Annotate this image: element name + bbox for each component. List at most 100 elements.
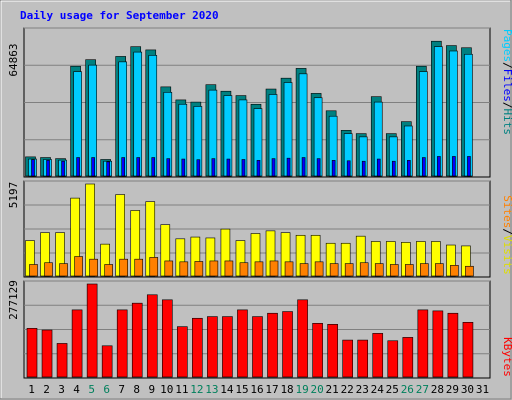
files-bar-27 <box>422 157 426 177</box>
files-bar-9 <box>151 157 156 177</box>
x-tick-label-26: 26 <box>401 383 414 396</box>
sites-bar-16 <box>254 261 264 277</box>
kbytes-bar-28 <box>432 310 444 378</box>
sites-bar-3 <box>59 263 68 277</box>
x-axis-labels: 1 2 3 4 5 6 7 8 9 10 11 12 13 14 15 16 17 18 19 20 21 22 23 24 2… <box>28 383 489 396</box>
legend-sep-2: / <box>501 102 512 109</box>
sites-bar-5 <box>89 258 98 277</box>
kbytes-bar-17 <box>267 312 278 378</box>
sites-bar-28 <box>435 263 444 277</box>
x-tick-label-29: 29 <box>446 383 459 396</box>
kbytes-bar-13 <box>207 316 218 378</box>
hits-y-tick-label: 64863 <box>7 43 20 76</box>
kbytes-bar-30 <box>462 321 474 378</box>
x-tick-label-13: 13 <box>205 383 218 396</box>
legend-sep-3: / <box>501 228 512 235</box>
sites-bar-2 <box>44 262 53 277</box>
sites-bar-10 <box>164 260 174 277</box>
sites-bar-30 <box>465 265 474 277</box>
x-tick-label-3: 3 <box>58 383 65 396</box>
files-bar-28 <box>437 156 441 177</box>
kbytes-bar-26 <box>402 337 414 378</box>
files-bar-26 <box>407 160 411 177</box>
kbytes-bar-3 <box>56 343 68 378</box>
sites-bar-13 <box>209 260 219 277</box>
x-tick-label-6: 6 <box>103 383 110 396</box>
legend-pages: Pages <box>501 29 512 62</box>
files-bar-16 <box>256 160 261 177</box>
x-tick-label-16: 16 <box>250 383 263 396</box>
hits-panel <box>23 27 491 178</box>
x-tick-label-20: 20 <box>311 383 324 396</box>
x-tick-label-25: 25 <box>386 383 399 396</box>
files-bar-18 <box>286 157 291 177</box>
legend-sep-1: / <box>501 62 512 69</box>
x-tick-label-30: 30 <box>461 383 474 396</box>
x-tick-label-2: 2 <box>43 383 50 396</box>
files-bar-1 <box>31 159 35 177</box>
visits-panel <box>23 180 491 278</box>
x-tick-label-9: 9 <box>148 383 155 396</box>
sites-bar-29 <box>450 265 459 277</box>
files-bar-3 <box>61 160 65 177</box>
sites-bar-27 <box>420 263 429 277</box>
files-bar-13 <box>211 158 216 177</box>
files-bar-8 <box>136 157 141 177</box>
files-bar-29 <box>452 156 456 177</box>
x-tick-label-8: 8 <box>133 383 140 396</box>
files-bar-23 <box>361 160 366 177</box>
x-tick-label-23: 23 <box>356 383 369 396</box>
files-bar-12 <box>196 159 201 177</box>
legend-sites: Sites <box>501 195 512 228</box>
x-tick-label-10: 10 <box>160 383 173 396</box>
files-bar-22 <box>346 160 351 177</box>
legend-hits: Hits <box>501 109 512 136</box>
kbytes-bar-18 <box>282 311 293 378</box>
sites-bar-11 <box>179 261 189 277</box>
x-tick-label-7: 7 <box>118 383 125 396</box>
chart-title: Daily usage for September 2020 <box>20 9 219 22</box>
visits-y-tick-label: 5197 <box>7 182 20 209</box>
sites-bar-8 <box>134 258 144 277</box>
x-tick-label-14: 14 <box>220 383 234 396</box>
kbytes-bar-5 <box>86 283 98 378</box>
kbytes-bar-1 <box>26 328 38 378</box>
sites-bar-4 <box>74 256 83 277</box>
visits-legend: Sites/Visits <box>501 195 512 275</box>
files-bar-7 <box>121 157 125 177</box>
kbytes-bar-6 <box>101 345 113 378</box>
files-bar-5 <box>91 157 95 177</box>
kbytes-bar-8 <box>131 302 143 378</box>
sites-bar-12 <box>194 261 204 277</box>
kbytes-bar-25 <box>387 340 399 378</box>
files-bar-24 <box>376 158 381 177</box>
kbytes-bar-7 <box>116 309 128 378</box>
kbytes-panel <box>23 280 491 379</box>
sites-bar-15 <box>239 262 249 277</box>
files-bar-19 <box>301 157 306 177</box>
kbytes-bar-10 <box>161 299 173 378</box>
kbytes-bar-21 <box>327 324 338 378</box>
sites-bar-19 <box>299 263 309 277</box>
sites-bar-24 <box>374 263 384 277</box>
legend-visits: Visits <box>501 235 512 275</box>
files-bar-4 <box>76 157 80 177</box>
sites-bar-25 <box>389 264 399 277</box>
hits-legend: Pages/Files/Hits <box>501 29 512 135</box>
kbytes-bar-19 <box>297 299 308 378</box>
kbytes-bar-27 <box>417 309 429 378</box>
files-bar-6 <box>106 161 110 177</box>
sites-bar-7 <box>119 258 128 277</box>
files-bar-30 <box>467 156 471 177</box>
sites-bar-20 <box>314 261 324 277</box>
x-tick-label-22: 22 <box>341 383 354 396</box>
x-tick-label-19: 19 <box>295 383 308 396</box>
kbytes-bar-4 <box>71 309 83 378</box>
kbytes-bar-9 <box>146 294 158 378</box>
x-tick-label-21: 21 <box>326 383 339 396</box>
x-tick-label-27: 27 <box>416 383 429 396</box>
kbytes-bar-20 <box>312 323 323 378</box>
sites-bar-23 <box>359 262 369 277</box>
x-tick-label-17: 17 <box>265 383 278 396</box>
